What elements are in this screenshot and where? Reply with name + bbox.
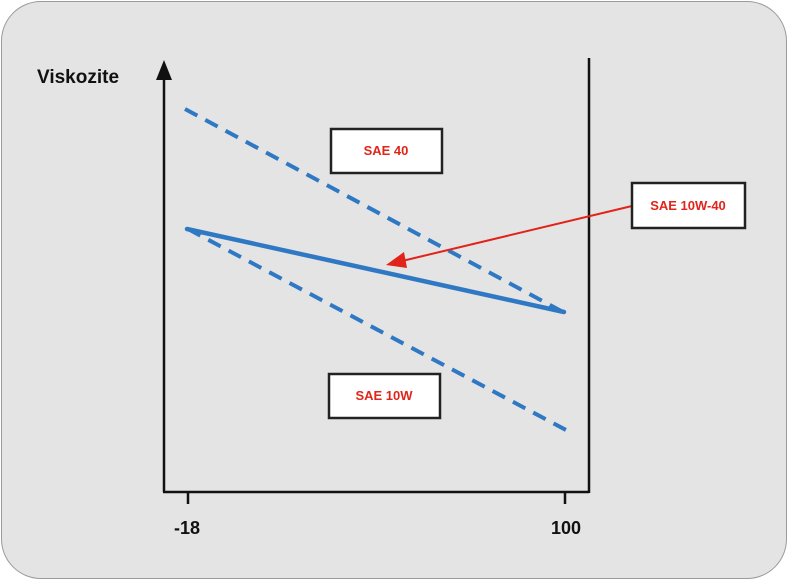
sae10w-line: [187, 227, 567, 432]
sae40-label: SAE 40: [364, 143, 409, 158]
x-tick-label-low: -18: [174, 518, 200, 538]
sae10w40-line: [184, 226, 567, 315]
sae40-line: [184, 107, 564, 314]
pointer-arrow-head-icon: [386, 252, 407, 268]
sae10w-label: SAE 10W: [355, 388, 413, 403]
x-tick-label-high: 100: [551, 518, 581, 538]
pointer-arrow-line: [401, 205, 633, 262]
sae10w40-label: SAE 10W-40: [650, 198, 726, 213]
sae10w40-box: SAE 10W-40: [630, 181, 747, 230]
y-axis-arrow-icon: [156, 60, 172, 80]
sae10w-box: SAE 10W: [327, 372, 442, 420]
sae40-box: SAE 40: [329, 127, 444, 175]
y-axis-label: Viskozite: [37, 67, 119, 88]
